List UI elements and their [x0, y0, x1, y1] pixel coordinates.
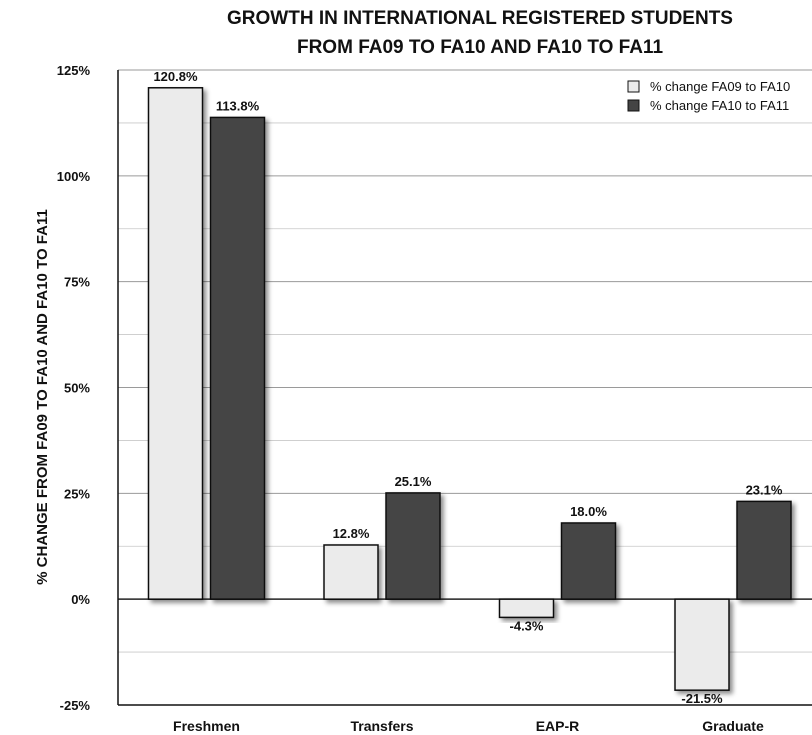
axes: -25% 0% 25% 50% 75% 100% 125% Freshmen Transfers… — [57, 63, 812, 734]
y-tick-label: -25% — [60, 698, 91, 713]
y-tick-label: 75% — [64, 275, 90, 290]
x-category-label: Graduate — [702, 718, 764, 734]
y-axis-label: % CHANGE FROM FA09 TO FA10 AND FA10 TO F… — [34, 209, 51, 585]
data-label: 23.1% — [746, 482, 783, 497]
bar-freshmen-series-2 — [209, 116, 266, 600]
data-label: 12.8% — [333, 526, 370, 541]
data-label: -21.5% — [681, 691, 723, 706]
bar-eap-r-series-2 — [560, 522, 617, 600]
x-category-label: Freshmen — [173, 718, 240, 734]
bar-graduate-series-2 — [736, 500, 792, 600]
bar-eap-r-series-1 — [498, 598, 555, 619]
x-category-label: Transfers — [350, 718, 413, 734]
data-labels: 120.8% 113.8% 12.8% 25.1% -4.3% 18.0% -21.5% 23… — [153, 69, 782, 706]
y-tick-label: 50% — [64, 381, 90, 396]
y-tick-label: 125% — [57, 63, 91, 78]
y-tick-label: 25% — [64, 486, 90, 501]
x-category-label: EAP-R — [536, 718, 580, 734]
bars — [147, 87, 792, 691]
bar-freshmen-series-1 — [147, 87, 204, 600]
legend: % change FA09 to FA10 % change FA10 to FA… — [627, 79, 790, 113]
bar-transfers-series-1 — [323, 544, 379, 600]
data-label: 18.0% — [570, 504, 607, 519]
data-label: 113.8% — [216, 98, 260, 113]
data-label: -4.3% — [510, 618, 544, 633]
chart-title: GROWTH IN INTERNATIONAL REGISTERED STUDE… — [227, 8, 733, 29]
legend-label: % change FA10 to FA11 — [650, 98, 789, 113]
data-label: 120.8% — [153, 69, 198, 84]
y-tick-label: 0% — [71, 592, 90, 607]
bar-graduate-series-1 — [674, 598, 730, 691]
chart-subtitle: FROM FA09 TO FA10 AND FA10 TO FA11 — [296, 37, 664, 58]
bar-transfers-series-2 — [385, 492, 441, 600]
data-label: 25.1% — [395, 474, 432, 489]
y-tick-label: 100% — [57, 169, 91, 184]
legend-swatch — [627, 99, 640, 112]
legend-swatch — [627, 80, 640, 93]
legend-label: % change FA09 to FA10 — [650, 79, 790, 94]
